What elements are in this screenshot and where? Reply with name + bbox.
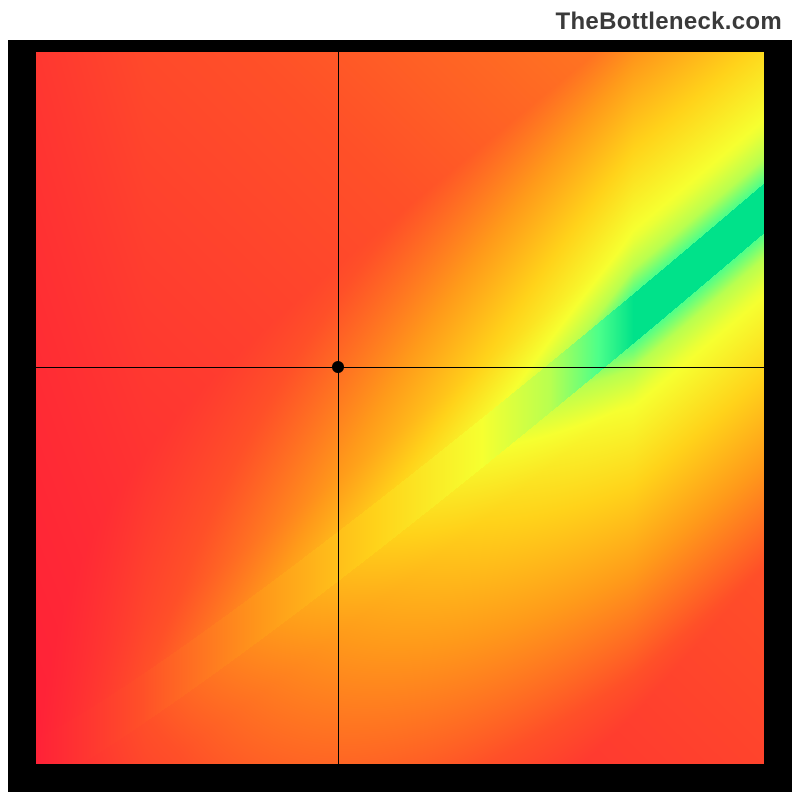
watermark-text: TheBottleneck.com bbox=[556, 8, 782, 36]
plot-border bbox=[8, 40, 792, 792]
crosshair-vertical bbox=[338, 52, 339, 764]
figure-container: TheBottleneck.com bbox=[0, 0, 800, 800]
heatmap-canvas bbox=[36, 52, 764, 764]
marker-dot bbox=[332, 361, 344, 373]
plot-area bbox=[36, 52, 764, 764]
crosshair-horizontal bbox=[36, 367, 764, 368]
